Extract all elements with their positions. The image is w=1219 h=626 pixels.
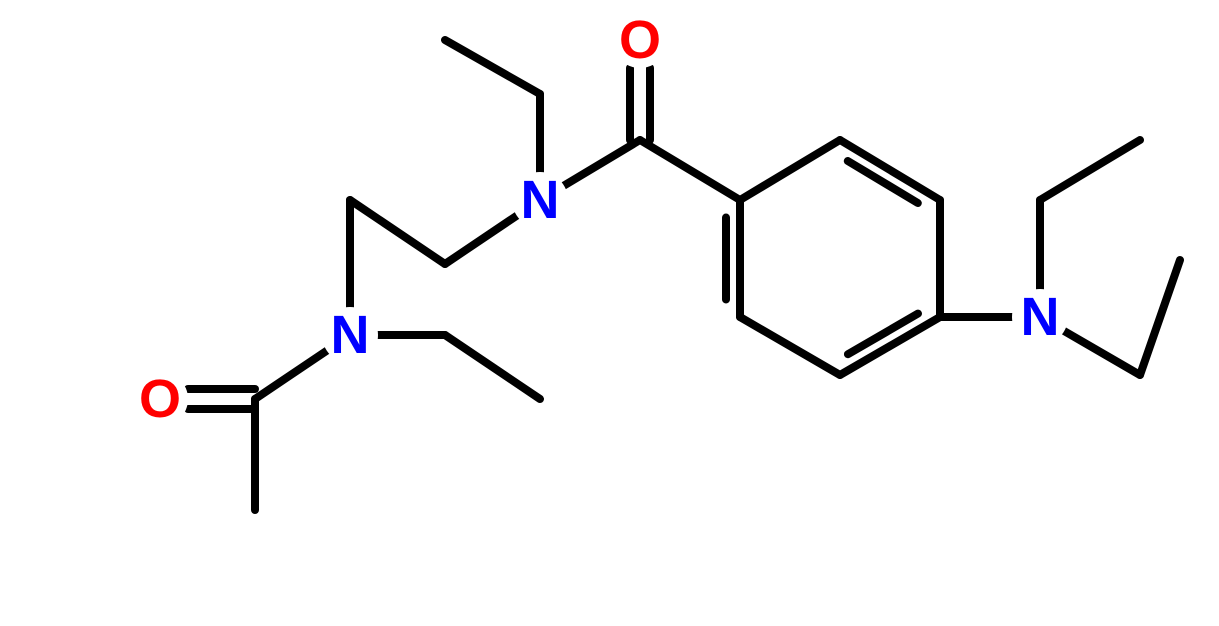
- atom-label-N: N: [521, 170, 560, 230]
- bond: [840, 140, 940, 200]
- bond: [1040, 140, 1140, 200]
- bond: [255, 351, 327, 399]
- bonds-layer: [188, 40, 1180, 510]
- bond: [740, 317, 840, 375]
- atom-label-N: N: [331, 305, 370, 365]
- bond: [350, 200, 445, 264]
- bond: [740, 140, 840, 200]
- bond: [1140, 260, 1180, 375]
- atoms-layer: O N N O N: [132, 10, 1068, 429]
- atom-label-O: O: [619, 10, 661, 70]
- atom-label-O: O: [139, 369, 181, 429]
- bond: [1064, 331, 1140, 375]
- bond: [564, 140, 640, 186]
- bond: [445, 40, 540, 94]
- bond: [640, 140, 740, 200]
- bond: [445, 335, 540, 399]
- bond: [445, 216, 517, 264]
- molecule-diagram: O N N O N: [0, 0, 1219, 626]
- atom-label-N: N: [1021, 287, 1060, 347]
